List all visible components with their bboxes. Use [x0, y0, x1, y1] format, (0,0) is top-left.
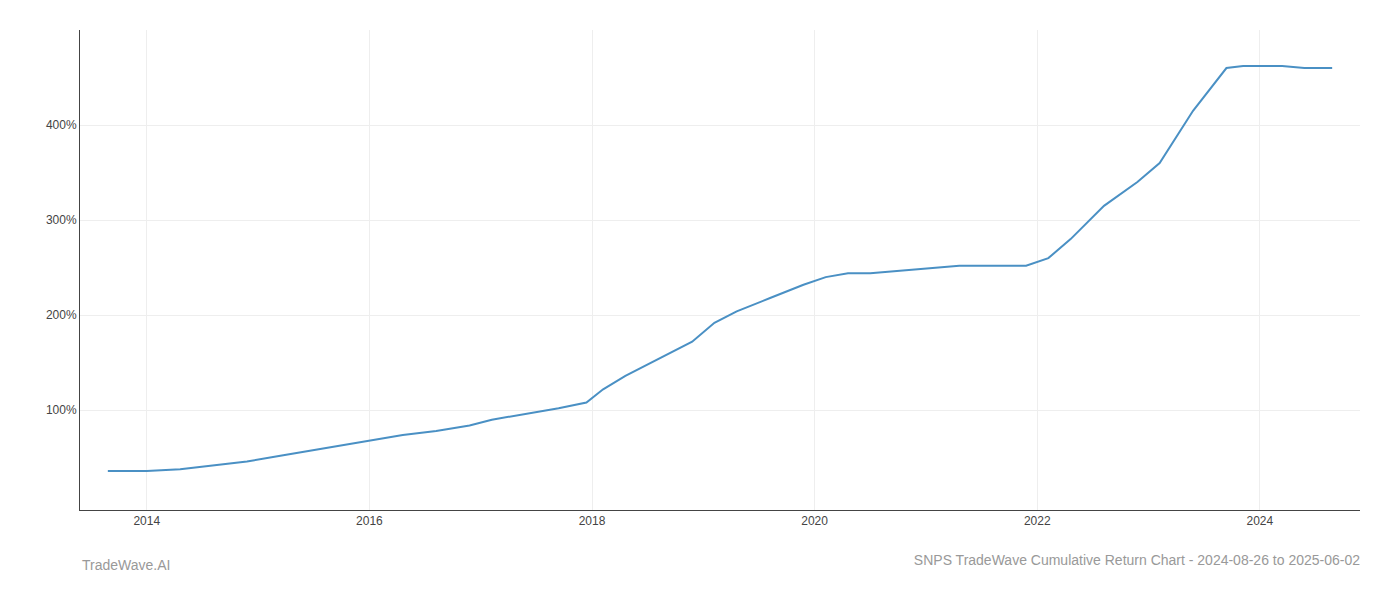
svg-text:SNPS TradeWave Cumulative Retu: SNPS TradeWave Cumulative Return Chart -… [914, 552, 1360, 568]
svg-text:2016: 2016 [356, 514, 383, 528]
svg-text:2022: 2022 [1024, 514, 1051, 528]
svg-text:300%: 300% [46, 213, 77, 227]
svg-text:2020: 2020 [801, 514, 828, 528]
svg-text:100%: 100% [46, 403, 77, 417]
svg-text:2024: 2024 [1246, 514, 1273, 528]
svg-text:200%: 200% [46, 308, 77, 322]
svg-text:2014: 2014 [133, 514, 160, 528]
svg-text:TradeWave.AI: TradeWave.AI [82, 557, 170, 573]
svg-text:400%: 400% [46, 118, 77, 132]
svg-text:2018: 2018 [579, 514, 606, 528]
